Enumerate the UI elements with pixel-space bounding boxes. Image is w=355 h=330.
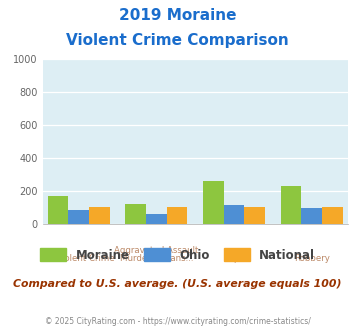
Bar (48, 196, 69, 224)
Bar (224, 205, 244, 224)
Bar (167, 207, 187, 224)
Bar (146, 214, 167, 224)
Text: Violent Crime Comparison: Violent Crime Comparison (66, 33, 289, 48)
Bar (281, 186, 301, 224)
Text: Robbery: Robbery (294, 254, 329, 263)
Bar (69, 210, 89, 224)
Text: Aggravated Assault: Aggravated Assault (114, 246, 199, 255)
Text: 2019 Moraine: 2019 Moraine (119, 8, 236, 23)
Text: © 2025 CityRating.com - https://www.cityrating.com/crime-statistics/: © 2025 CityRating.com - https://www.city… (45, 317, 310, 326)
Legend: Moraine, Ohio, National: Moraine, Ohio, National (35, 244, 320, 266)
Bar (301, 208, 322, 224)
Bar (203, 182, 224, 224)
Bar (89, 207, 110, 224)
Bar (244, 207, 265, 224)
Text: Compared to U.S. average. (U.S. average equals 100): Compared to U.S. average. (U.S. average … (13, 279, 342, 289)
Bar (322, 207, 343, 224)
Bar (125, 204, 146, 224)
Text: All Violent Crime: All Violent Crime (43, 254, 115, 263)
Text: Rape: Rape (223, 254, 245, 263)
Text: Murder & Mans...: Murder & Mans... (120, 254, 193, 263)
